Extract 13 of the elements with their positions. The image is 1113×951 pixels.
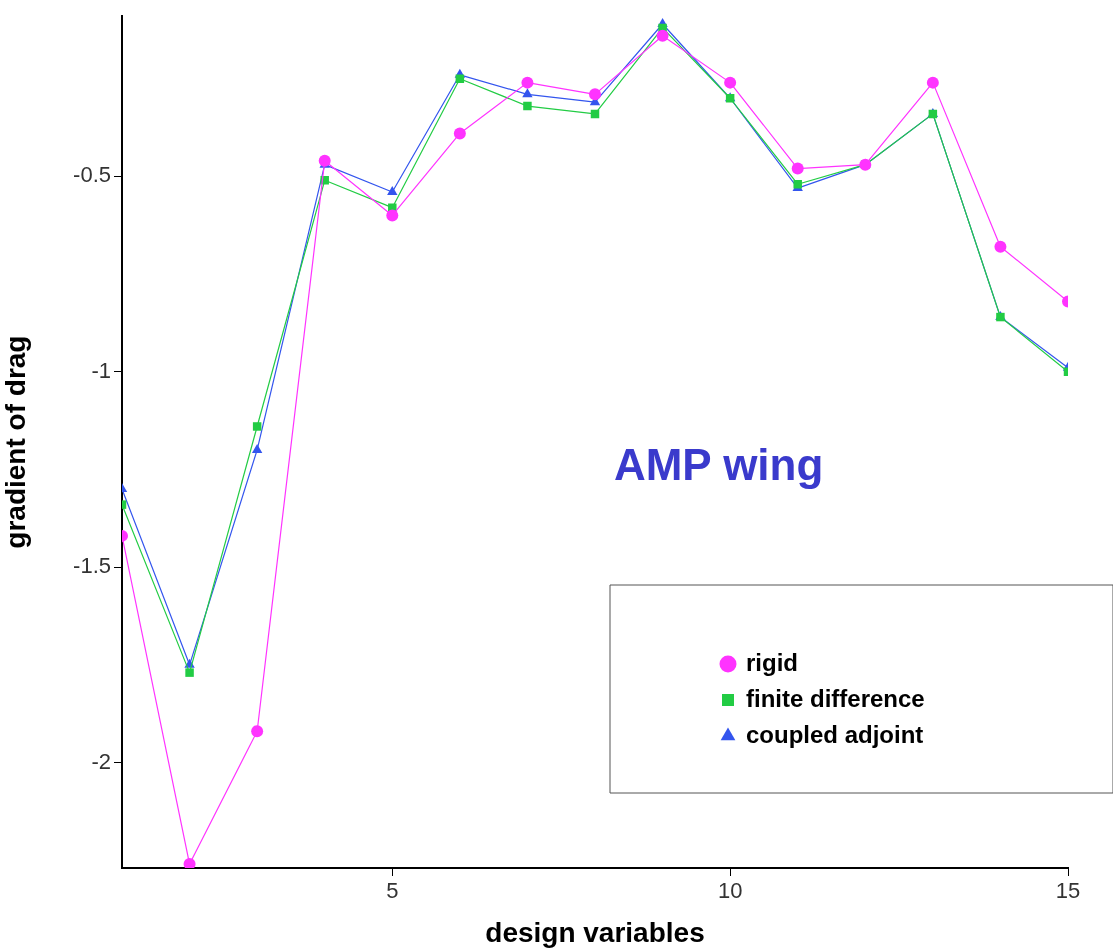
x-tick-label: 5 <box>386 878 399 904</box>
x-tick-label: 10 <box>717 878 743 904</box>
y-tick-label: -1 <box>91 357 111 383</box>
x-tick-label: 15 <box>1055 878 1081 904</box>
x-axis-title: design variables <box>485 916 705 948</box>
y-tick-label: -1.5 <box>73 553 111 579</box>
y-tick-label: -0.5 <box>73 162 111 188</box>
y-tick-label: -2 <box>91 748 111 774</box>
legend-label: rigid <box>746 648 798 676</box>
annotation: AMP wing <box>613 439 824 489</box>
legend-label: finite difference <box>746 684 925 712</box>
y-axis-title: gradient of drag <box>0 335 31 549</box>
legend-label: coupled adjoint <box>746 720 924 748</box>
